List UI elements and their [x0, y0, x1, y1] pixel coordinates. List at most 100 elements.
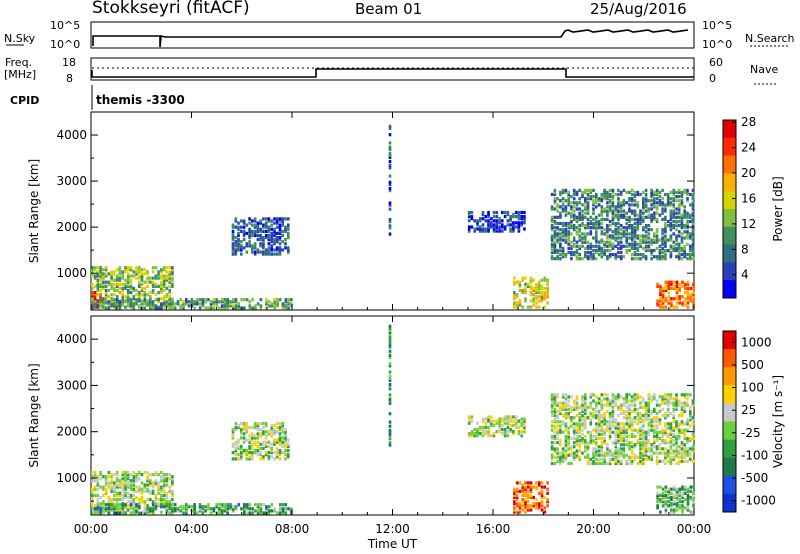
velocity-cell [622, 409, 626, 413]
power-cell [553, 221, 557, 226]
velocity-cell [633, 434, 637, 438]
velocity-cell [608, 422, 612, 426]
velocity-cell [248, 426, 251, 430]
velocity-cell [608, 416, 612, 420]
velocity-cell [270, 451, 273, 455]
power-cell [556, 234, 559, 238]
power-cell [91, 293, 94, 297]
power-cell [669, 226, 673, 230]
power-cell [572, 228, 576, 232]
velocity-cell [388, 378, 392, 382]
velocity-cell [559, 457, 562, 461]
velocity-cell [506, 417, 510, 421]
velocity-cell [118, 481, 122, 485]
power-cell [689, 213, 692, 217]
velocity-cell [284, 444, 287, 448]
velocity-cell [691, 416, 695, 420]
velocity-cell [165, 483, 169, 487]
power-cell [149, 306, 152, 310]
velocity-cell [608, 399, 612, 403]
power-cell [642, 246, 645, 250]
velocity-cell [281, 440, 284, 444]
velocity-cell [173, 507, 177, 511]
power-cell [226, 300, 229, 304]
power-cell [592, 221, 595, 226]
power-cell [675, 255, 678, 259]
power-cell [639, 240, 642, 244]
velocity-cell [138, 470, 141, 475]
velocity-cell [636, 439, 640, 443]
velocity-cell [254, 509, 257, 513]
velocity-cell [686, 508, 690, 512]
velocity-cell [625, 434, 628, 438]
power-cell [661, 238, 664, 242]
power-cell [251, 298, 254, 302]
velocity-cell [589, 401, 593, 405]
power-cell [650, 213, 653, 217]
power-cell [683, 286, 687, 290]
power-cell [556, 240, 559, 244]
velocity-cell [664, 424, 667, 428]
velocity-cell [625, 395, 628, 399]
power-cell [664, 257, 667, 261]
velocity-cell [99, 509, 102, 513]
power-cell [586, 240, 590, 244]
velocity-cell [584, 409, 587, 413]
power-cell [231, 250, 235, 254]
velocity-cell [639, 395, 642, 399]
power-cell [107, 295, 111, 299]
velocity-cell [600, 447, 604, 451]
power-cell [559, 244, 562, 248]
power-cell [146, 270, 149, 274]
velocity-cell [592, 455, 595, 459]
velocity-cell [611, 409, 615, 413]
velocity-cell [124, 491, 127, 495]
velocity-cell [603, 439, 606, 443]
velocity-cell [138, 502, 141, 506]
velocity-cell [559, 430, 562, 434]
power-cell [171, 272, 174, 276]
velocity-cell [608, 403, 612, 407]
velocity-cell [264, 453, 268, 457]
velocity-cell [650, 418, 653, 422]
power-cell [553, 232, 557, 236]
velocity-colorbar-label: -25 [741, 426, 761, 440]
power-cell [650, 219, 653, 224]
power-cell [650, 215, 653, 219]
power-colorbar-segment [723, 244, 736, 263]
velocity-cell [606, 426, 609, 430]
power-cell [608, 199, 612, 203]
velocity-cell [162, 502, 166, 506]
power-cell [636, 217, 640, 221]
power-cell [664, 288, 668, 293]
velocity-cell [535, 506, 538, 510]
power-cell [630, 253, 634, 257]
power-cell [636, 213, 640, 217]
velocity-cell [639, 434, 642, 438]
velocity-cell [666, 393, 670, 397]
velocity-cell [578, 430, 581, 434]
velocity-cell [524, 487, 527, 491]
velocity-cell [603, 453, 606, 457]
power-cell [689, 248, 692, 253]
power-cell [196, 298, 199, 302]
velocity-cell [232, 509, 235, 513]
power-cell [559, 253, 562, 257]
velocity-cell [476, 432, 479, 436]
velocity-cell [273, 507, 276, 511]
power-cell [606, 236, 609, 240]
velocity-cell [104, 481, 108, 485]
velocity-cell [572, 453, 576, 457]
velocity-cell [633, 455, 637, 459]
power-cell [578, 244, 581, 248]
power-cell [589, 242, 593, 246]
power-cell [677, 257, 681, 261]
power-cell [126, 280, 130, 284]
velocity-cell [619, 430, 623, 434]
velocity-cell [669, 401, 673, 405]
power-cell [589, 188, 593, 192]
velocity-cell [622, 455, 626, 459]
power-cell [575, 255, 579, 259]
velocity-cell [575, 434, 579, 438]
power-cell [664, 255, 667, 259]
